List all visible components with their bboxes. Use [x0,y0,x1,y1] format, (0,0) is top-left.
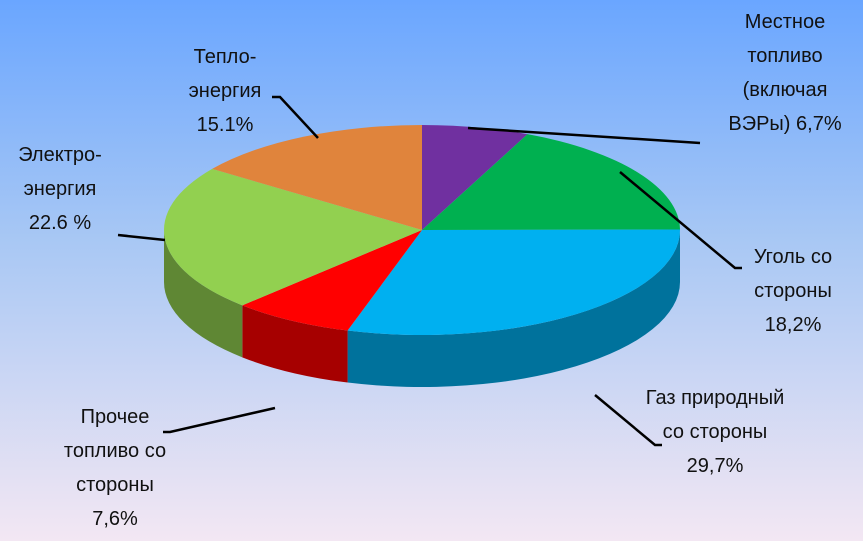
category-label: Прочее топливо со стороны [63,406,167,496]
slice [422,134,680,230]
category-label: Газ природный со стороны [645,387,785,443]
slice [212,125,422,230]
value-label: 22.6 % [28,212,92,234]
slice [164,168,422,306]
slice [422,125,528,230]
leader-line [272,95,319,139]
category-label: Электро-энергия [18,144,102,200]
slice-label: Тепло-энергия 15.1% [170,40,280,142]
value-label: 15.1% [196,114,254,136]
leader-line [163,406,276,434]
category-label: Уголь со стороны [753,246,833,302]
leader-line [117,233,166,242]
slice-label: Газ природный со стороны 29,7% [640,381,790,483]
slice-label: Местное топливо (включая ВЭРы) 6,7% [710,5,860,141]
slice-side [164,230,243,358]
value-label: 18,2% [764,314,822,336]
category-label: Местное топливо (включая ВЭРы) [728,11,828,135]
slice [242,230,422,331]
value-label: 7,6% [92,508,138,530]
slice-side [242,305,348,383]
slice-side [347,230,680,387]
slice [347,229,680,335]
leader-line [594,394,662,447]
leader-line [619,171,742,270]
slice-label: Электро-энергия 22.6 % [5,138,115,240]
value-label: 6,7% [796,113,842,135]
slice-label: Уголь со стороны 18,2% [738,240,848,342]
category-label: Тепло-энергия [188,46,262,102]
leader-line [467,126,701,145]
slice-label: Прочее топливо со стороны 7,6% [50,400,180,536]
value-label: 29,7% [686,455,744,477]
